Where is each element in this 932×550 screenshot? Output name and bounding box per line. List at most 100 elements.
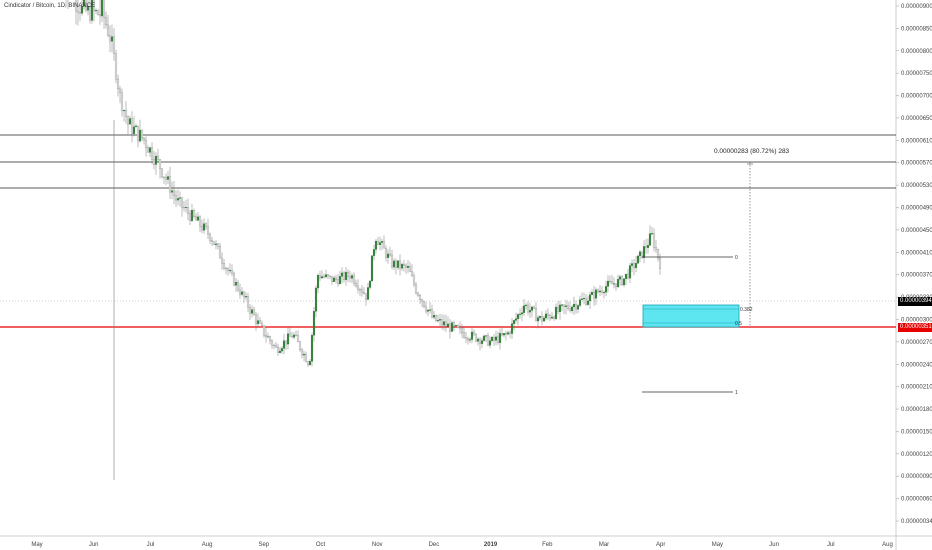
candle-down [300,349,304,356]
y-tick-label: 0.00000490 [901,206,932,212]
candle-up [580,298,584,300]
candle-down [160,168,164,178]
candle-down [620,276,624,286]
candle-down [232,272,236,286]
candle-down [252,309,256,316]
candle-down [420,299,424,302]
candle-up [524,304,528,306]
candle-up [286,333,290,345]
candle-up [244,296,248,298]
y-tick-label: 0.00000700 [901,94,932,100]
candle-down [298,341,302,350]
candle-down [388,253,392,256]
candle-down [98,14,102,17]
candle-down [404,265,408,268]
candle-down [460,327,464,333]
candle-down [254,314,258,324]
candle-down [200,226,204,231]
candle-down [104,17,108,26]
candle-down [566,305,570,309]
candle-up [128,118,132,125]
y-tick-label: 0.00000530 [901,183,932,189]
candle-down [568,308,572,311]
candle-up [594,289,598,299]
candle-up [446,323,450,327]
candle-down [600,290,604,293]
candle-down [658,258,662,269]
y-tick-label: 0.00000270 [901,340,932,346]
candle-up [602,292,606,293]
candle-up [202,223,206,231]
candle-down [108,35,112,42]
candle-down [326,274,330,277]
candle-up [320,276,324,279]
candle-down [88,6,92,21]
candle-down [186,207,190,214]
candle-up [498,333,502,343]
candle-down [562,304,566,307]
candle-down [168,176,172,193]
candle-down [296,335,300,342]
price-axis[interactable]: 0.00000900 0.00000850 0.00000800 0.00000750… [896,4,932,525]
candle-down [342,272,346,280]
candle-down [504,333,508,335]
y-tick-label: 0.00000300 [901,317,932,323]
candle-up [624,273,628,279]
measure-label: 0.00000283 (80.72%) 283 [714,148,790,155]
x-tick-label: Oct [316,542,326,548]
x-tick-label: Sep [258,542,269,548]
candle-up [502,333,506,336]
candle-up [582,298,586,300]
candle-down [336,279,340,285]
candle-down [402,263,406,266]
candle-down [430,309,434,318]
candle-down [212,241,216,245]
candle-up [302,353,306,356]
x-tick-label: Jun [769,542,779,548]
price-range-measure[interactable]: 0.00000283 (80.72%) 283 [714,148,790,327]
candle-down [652,233,656,248]
candle-up [490,336,494,341]
candle-up [520,312,524,315]
candle-up [488,340,492,346]
candle-down [356,285,360,290]
candle-up [442,321,446,326]
candle-up [590,291,594,295]
candle-down [162,176,166,178]
candle-up [432,315,436,318]
candle-up [80,6,84,14]
candle-down [150,147,154,160]
candle-up [588,294,592,302]
candle-down [142,137,146,141]
y-tick-label: 0.00000060 [901,497,932,503]
candle-up [374,240,378,250]
candle-down [182,207,186,209]
y-tick-label: 0.00000370 [901,273,932,279]
candle-up [332,277,336,282]
candle-up [338,276,342,285]
candle-down [236,282,240,291]
candle-up [86,6,90,11]
x-tick-label: Apr [656,542,665,548]
candle-up [438,319,442,321]
candle-down [264,334,268,337]
candle-up [100,0,104,17]
chart-title: Cindicator / Bitcoin, 1D, BINANCE [4,3,96,9]
time-axis[interactable]: May Jun Jul Aug Sep Oct Nov Dec 2019 Feb Mar Apr May… [31,542,893,548]
candle-down [92,0,96,12]
candle-down [328,275,332,277]
candle-up [558,304,562,312]
candle-up [544,313,548,319]
y-tick-label: 0.00000650 [901,116,932,122]
y-tick-label: 0.00000210 [901,385,932,391]
candle-up [406,266,410,268]
candle-down [526,304,530,313]
candle-down [376,240,380,245]
candle-up [280,348,284,352]
candle-up [148,147,152,153]
candle-up [560,304,564,306]
fib-retracement[interactable]: 0 0.382 0.5 1 [642,255,753,396]
candle-down [492,336,496,341]
candle-down [290,336,294,338]
